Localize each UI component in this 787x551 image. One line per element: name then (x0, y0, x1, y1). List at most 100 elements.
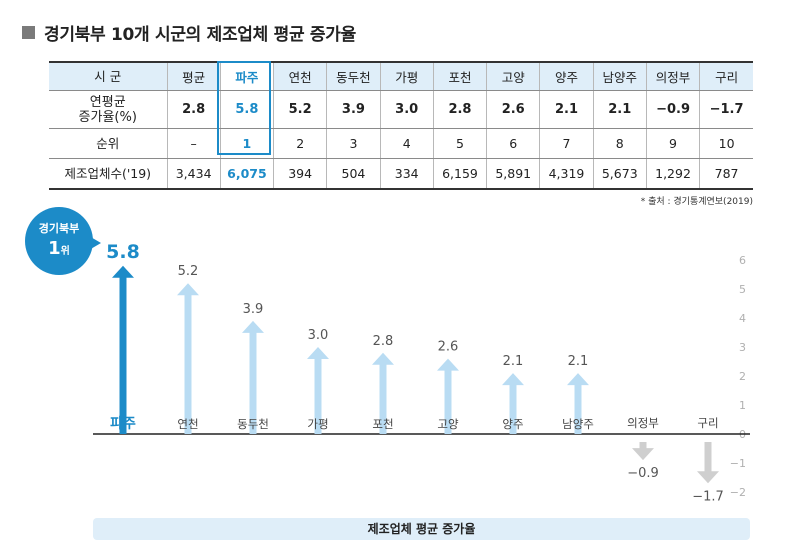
table-cell: 포천 (432, 61, 487, 91)
y-tick-label: 2 (739, 370, 746, 383)
row-label: 시 군 (49, 61, 167, 91)
table-cell: 5,673 (592, 158, 647, 190)
table-cell: 가평 (379, 61, 434, 91)
category-label: 연천 (177, 417, 198, 431)
value-label: 3.0 (308, 328, 329, 343)
table-cell: 7 (539, 128, 594, 159)
table-cell: 3,434 (166, 158, 221, 190)
category-label: 구리 (697, 416, 718, 430)
arrow-mark (697, 442, 719, 484)
badge-rank: 1위 (25, 238, 93, 259)
rank-badge: 경기북부 1위 (25, 207, 93, 275)
table-cell: 의정부 (645, 61, 700, 91)
category-label: 가평 (307, 417, 328, 431)
table-cell: 5,891 (486, 158, 540, 190)
table-count-row: 제조업체수('19) 3,434 6,075 394 504 334 6,159 5,891 4… (49, 158, 753, 190)
row-label: 제조업체수('19) (49, 158, 167, 190)
category-label: 동두천 (237, 417, 269, 431)
arrow-mark (372, 352, 394, 434)
table-header-row: 시 군 평균 파주 연천 동두천 가평 포천 고양 양주 남양주 의정부 구리 (49, 61, 753, 91)
table-cell: 2.1 (539, 90, 594, 129)
badge-rank-number: 1 (48, 238, 61, 259)
table-cell: 4 (379, 128, 434, 159)
table-cell: 2.8 (166, 90, 221, 129)
table-cell: 8 (592, 128, 647, 159)
table-cell: 5.2 (273, 90, 327, 129)
arrow-mark (307, 347, 329, 434)
table-cell: 334 (379, 158, 434, 190)
table-cell: 6,075 (219, 158, 274, 190)
table-cell: 2 (273, 128, 327, 159)
table-cell: 5 (432, 128, 487, 159)
arrow-mark (177, 283, 199, 434)
value-label: 2.1 (568, 354, 589, 369)
y-tick-label: 3 (739, 341, 746, 354)
category-label: 의정부 (627, 416, 659, 430)
y-tick-label: 1 (739, 399, 746, 412)
value-label: 2.6 (438, 340, 459, 355)
table-cell: 4,319 (539, 158, 594, 190)
source-note: * 출처 : 경기통계연보(2019) (640, 197, 753, 207)
value-label: −0.9 (627, 466, 659, 481)
table-cell: −0.9 (645, 90, 700, 129)
table-cell: 6,159 (432, 158, 487, 190)
table-cell: 10 (699, 128, 753, 159)
table-cell: 평균 (166, 61, 221, 91)
arrow-mark (112, 265, 134, 434)
badge-rank-unit: 위 (60, 246, 70, 257)
arrow-mark (567, 373, 589, 434)
table-cell: 3 (326, 128, 381, 159)
arrow-mark (502, 373, 524, 434)
category-label: 파주 (110, 416, 136, 432)
row-label: 순위 (49, 128, 167, 159)
category-label: 남양주 (562, 417, 594, 431)
table-cell: 양주 (539, 61, 594, 91)
y-tick-label: 6 (739, 254, 746, 267)
page-title: 경기북부 10개 시군의 제조업체 평균 증가율 (44, 25, 356, 45)
table-cell: 2.6 (486, 90, 540, 129)
row-label: 연평균 증가율(%) (49, 90, 167, 129)
category-label: 양주 (502, 417, 523, 431)
table-cell: 3.0 (379, 90, 434, 129)
table-cell: −1.7 (699, 90, 753, 129)
badge-region: 경기북부 (38, 222, 80, 235)
category-label: 고양 (437, 417, 459, 431)
table-rate-row: 연평균 증가율(%) 2.8 5.8 5.2 3.9 3.0 2.8 2.6 2.1 2.1 −0.… (49, 90, 753, 129)
value-label: −1.7 (692, 489, 724, 504)
badge-pointer (89, 236, 101, 250)
value-label: 5.2 (178, 264, 199, 279)
arrow-mark (242, 320, 264, 434)
table-cell: 연천 (273, 61, 327, 91)
stats-table: 시 군 평균 파주 연천 동두천 가평 포천 고양 양주 남양주 의정부 구리 연평균 증가율(%) 2.… (49, 61, 753, 190)
arrow-mark (437, 358, 459, 434)
table-rank-row: 순위 –1 2 3 4 5 6 7 8 9 10 (49, 128, 753, 159)
table-cell: – (166, 128, 221, 159)
table-cell: 구리 (699, 61, 753, 91)
value-label: 2.8 (373, 334, 394, 349)
table-cell: 3.9 (326, 90, 381, 129)
table-cell: 9 (645, 128, 700, 159)
table-cell: 동두천 (326, 61, 381, 91)
table-cell: 5.8 (219, 90, 274, 129)
table-cell: 2.8 (432, 90, 487, 129)
y-tick-label: −1 (730, 457, 746, 470)
table-cell: 1,292 (645, 158, 700, 190)
arrow-mark (632, 442, 654, 461)
table-cell: 2.1 (592, 90, 647, 129)
category-label: 포천 (372, 417, 393, 431)
value-label: 3.9 (243, 302, 264, 317)
y-tick-label: 4 (739, 312, 746, 325)
table-cell: 고양 (486, 61, 540, 91)
chart-xlabel: 제조업체 평균 증가율 (93, 518, 750, 540)
y-tick-label: 5 (739, 283, 746, 296)
title-square-icon (22, 26, 35, 39)
table-cell: 394 (273, 158, 327, 190)
table-cell: 6 (486, 128, 540, 159)
table-cell: 남양주 (592, 61, 647, 91)
table-cell: 파주 (219, 61, 274, 91)
value-label: 5.8 (106, 241, 140, 263)
title-row: 경기북부 10개 시군의 제조업체 평균 증가율 (22, 20, 356, 45)
table-cell: 787 (699, 158, 753, 190)
value-label: 2.1 (503, 354, 524, 369)
